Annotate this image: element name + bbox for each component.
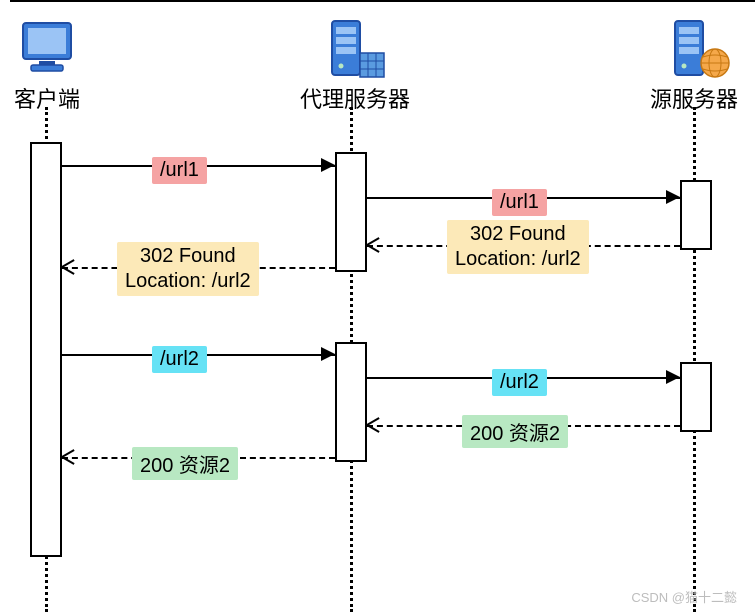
activation-origin-2 <box>680 180 712 250</box>
activation-proxy-1 <box>335 152 367 272</box>
activation-proxy-3 <box>335 342 367 462</box>
activation-origin-4 <box>680 362 712 432</box>
arrow-head-0 <box>321 158 335 172</box>
proxy-icon <box>322 17 392 87</box>
arrow-head-1 <box>666 190 680 204</box>
message-label-1: /url1 <box>492 189 547 216</box>
sequence-diagram: 客户端代理服务器源服务器/url1/url1302 FoundLocation:… <box>0 0 755 612</box>
client-icon <box>17 17 77 82</box>
message-label-7: 200 资源2 <box>132 447 238 480</box>
left-trim <box>0 0 10 616</box>
proxy-label: 代理服务器 <box>300 82 410 114</box>
arrow-head-5 <box>666 370 680 384</box>
origin-icon <box>665 17 735 87</box>
message-label-0: /url1 <box>152 157 207 184</box>
message-label-3: 302 FoundLocation: /url2 <box>117 242 259 296</box>
activation-client-0 <box>30 142 62 557</box>
message-label-6: 200 资源2 <box>462 415 568 448</box>
message-label-2: 302 FoundLocation: /url2 <box>447 220 589 274</box>
message-label-4: /url2 <box>152 346 207 373</box>
watermark-text: CSDN @猫十二懿 <box>631 587 737 606</box>
arrow-head-4 <box>321 347 335 361</box>
message-label-5: /url2 <box>492 369 547 396</box>
